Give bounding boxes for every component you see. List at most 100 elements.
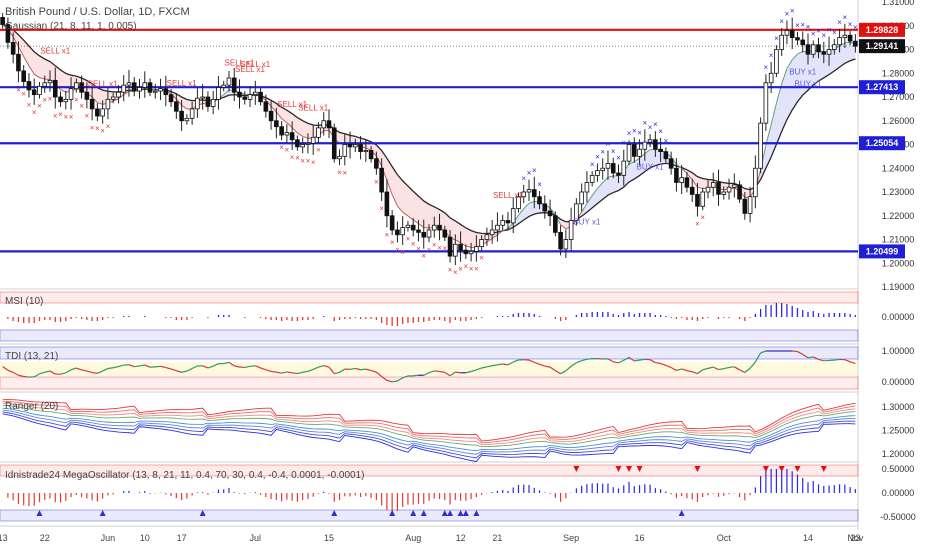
tdi-line-segment [186,367,193,372]
candle-body [110,96,116,100]
tdi-line-segment [334,371,340,375]
bull-cross-mark: × [821,31,826,40]
cloud-segment [276,103,282,119]
tdi-line-segment [12,371,19,376]
bear-cross-mark: × [695,220,700,229]
bear-cross-mark: × [279,143,284,152]
x-tick-label: 17 [177,533,187,543]
bull-cross-mark: × [653,120,658,129]
tdi-line-segment [476,367,482,371]
tdi-tick-label: 1.00000 [882,346,915,356]
tdi-line-segment [449,371,456,377]
bull-cross-mark: × [637,128,642,137]
candle-body [758,122,763,169]
tdi-line-segment [181,370,187,373]
cloud-segment [702,178,708,189]
candle-body [626,144,632,162]
candle-body [542,203,548,212]
tdi-line-segment [212,363,219,367]
candle-body [321,120,327,129]
mega-buy-arrow [331,510,338,516]
cloud-segment [839,42,845,68]
candle-body [679,177,684,183]
cloud-segment [629,161,635,183]
candle-body [210,98,216,107]
price-tick-label: 1.22000 [882,211,915,221]
cloud-segment [802,51,808,96]
bear-cross-mark: × [16,85,21,94]
candle-body [331,127,337,160]
tdi-line-segment [255,365,261,369]
msi-upper-band [0,291,859,304]
bull-cross-mark: × [664,136,669,145]
price-tick-label: 1.27000 [882,92,915,102]
bull-cross-mark: × [827,26,832,35]
cloud-segment [407,186,414,220]
ranger-band-line [2,401,856,444]
candle-body [726,186,732,193]
tdi-line-segment [607,358,614,363]
bear-cross-mark: × [295,154,300,163]
gaussian-fast-segment [560,224,567,230]
candle-body [289,132,295,141]
gaussian-fast-segment [686,173,693,180]
tdi-tick-label: 0.00000 [882,377,915,387]
candle-body [721,191,727,195]
tdi-line-segment [555,370,561,375]
gaussian-fast-segment [639,153,646,159]
candle-body [637,148,642,157]
tdi-mid-band [0,362,858,376]
tdi-line-segment [44,370,51,373]
tdi-line-segment [613,361,619,364]
tdi-line-segment [760,350,767,354]
gaussian-fast-segment [597,182,604,189]
cloud-segment [97,87,103,105]
x-tick-label: 16 [635,533,645,543]
candle-body [205,96,211,107]
tdi-line-segment [339,368,346,373]
tdi-line-segment [834,358,840,361]
chart-title: British Pound / U.S. Dollar, 1D, FXCM [5,6,190,18]
tdi-lower-band [0,376,859,390]
gaussian-fast-segment [423,226,430,229]
cloud-segment [376,144,382,167]
price-tick-label: 1.23000 [882,187,915,197]
candle-body [653,139,658,150]
gaussian-fast-segment [23,56,30,67]
candle-body [547,210,553,217]
tdi-line-segment [234,365,240,368]
candle-body [89,98,95,110]
cloud-segment [18,34,24,57]
candle-body [295,139,300,148]
candle-body [279,126,284,136]
candle-body [268,110,274,122]
tdi-line-segment [118,364,124,368]
cloud-segment [807,50,814,91]
tdi-line-segment [534,361,540,365]
cloud-segment [607,175,614,196]
price-tick-label: 1.21000 [882,235,915,245]
tdi-line-segment [586,358,593,360]
cloud-segment [402,180,408,216]
gaussian-fast-segment [386,180,393,195]
gaussian-fast-segment [765,124,772,146]
mega-tick-label: 0.00000 [882,488,915,498]
tdi-line-segment [628,356,635,362]
tdi-line-segment [23,375,30,378]
ranger-band-line [2,409,856,455]
candle-body [489,229,495,236]
cloud-segment [386,158,393,195]
candle-body [663,151,669,160]
sell-signal-label: SELL x1 [240,60,270,69]
tdi-line-segment [455,371,461,374]
candle-body [305,142,311,145]
bear-cross-mark: × [32,108,37,117]
bear-cross-mark: × [479,253,484,262]
tdi-line-segment [297,371,303,375]
tdi-line-segment [639,358,645,361]
bull-cross-mark: × [806,22,811,31]
tdi-line-segment [444,371,451,377]
tdi-line-segment [734,366,740,371]
candle-body [605,163,611,169]
